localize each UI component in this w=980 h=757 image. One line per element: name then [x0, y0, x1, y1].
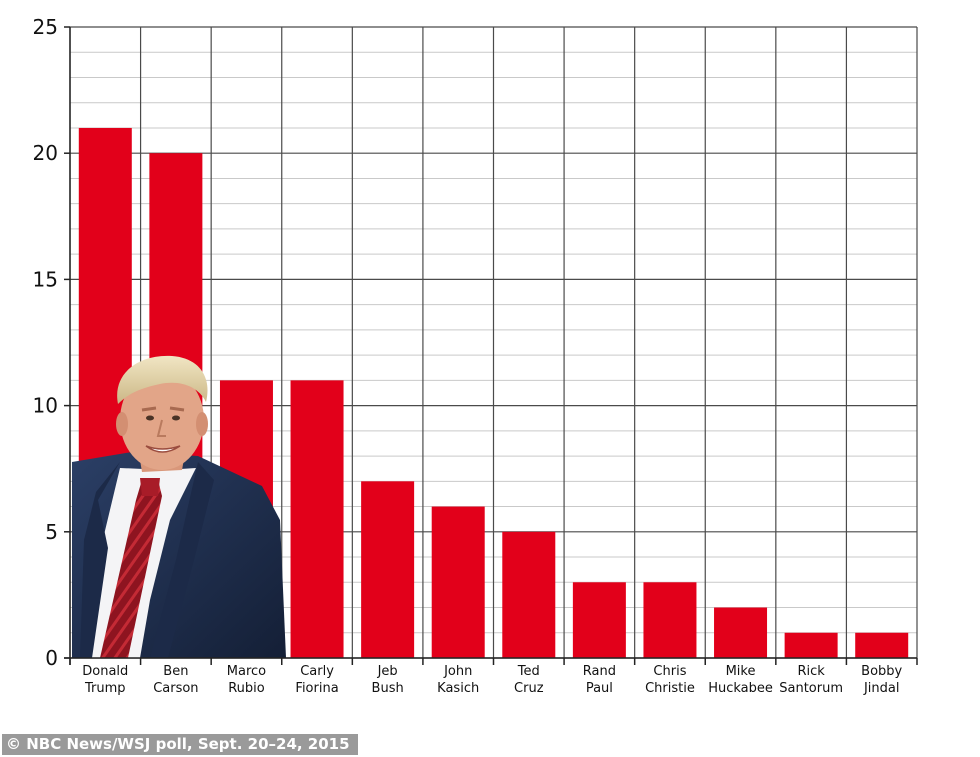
x-tick-label-line: Fiorina — [295, 681, 338, 696]
y-tick-label: 10 — [33, 394, 58, 418]
photo-lapel-left — [80, 462, 120, 658]
photo-tie — [100, 480, 162, 658]
x-tick-label-line: Chris — [653, 664, 686, 679]
x-tick-label-line: Rubio — [228, 681, 265, 696]
candidate-photo — [72, 355, 286, 658]
x-axis-tick-labels: Donald Trump Ben Carson Marco Rubio Carly Fiori… — [82, 664, 902, 696]
y-tick-label: 20 — [33, 141, 58, 165]
x-tick-label-line: Mike — [726, 664, 756, 679]
bar-john-kasich — [431, 506, 485, 658]
x-tick-label: Ben Carson — [153, 664, 198, 696]
x-tick-label-line: Carly — [300, 664, 334, 679]
x-tick-label-line: Bobby — [861, 664, 902, 679]
x-tick-label: Marco Rubio — [227, 664, 266, 696]
bar-rand-paul — [572, 582, 626, 658]
y-axis-tick-labels: 0 5 10 15 20 25 — [33, 15, 58, 670]
bar-chris-christie — [643, 582, 697, 658]
bar-rick-santorum — [784, 632, 838, 658]
x-tick-label-line: Christie — [645, 681, 695, 696]
x-tick-label-line: Ted — [517, 664, 540, 679]
x-tick-label-line: Paul — [586, 681, 613, 696]
x-tick-label: Rick Santorum — [779, 664, 843, 696]
bar-bobby-jindal — [855, 632, 909, 658]
y-tick-label: 15 — [33, 267, 58, 291]
photo-tie-knot — [140, 478, 160, 496]
bar-jeb-bush — [361, 481, 415, 658]
bar-ted-cruz — [502, 531, 556, 658]
axes — [64, 26, 918, 665]
x-tick-label: Carly Fiorina — [295, 664, 338, 696]
x-tick-label: John Kasich — [437, 664, 479, 696]
x-tick-label: Jeb Bush — [372, 664, 404, 696]
x-tick-label-line: Jindal — [863, 681, 900, 696]
bar-carly-fiorina — [290, 380, 344, 658]
x-tick-label-line: Jeb — [377, 664, 398, 679]
x-tick-label-line: Marco — [227, 664, 266, 679]
x-tick-label-line: Kasich — [437, 681, 479, 696]
photo-hair — [117, 355, 208, 404]
x-tick-label: Donald Trump — [82, 664, 128, 696]
bar-mike-huckabee — [714, 607, 768, 658]
x-tick-label: Bobby Jindal — [861, 664, 902, 696]
source-credit: © NBC News/WSJ poll, Sept. 20–24, 2015 — [2, 734, 358, 755]
x-tick-label-line: Rick — [797, 664, 825, 679]
x-tick-label: Ted Cruz — [514, 664, 544, 696]
x-tick-label-line: Trump — [84, 681, 126, 696]
x-tick-label-line: John — [443, 664, 472, 679]
y-tick-label: 25 — [33, 15, 58, 39]
x-tick-label-line: Rand — [583, 664, 616, 679]
x-tick-label: Mike Huckabee — [708, 664, 773, 696]
photo-lapel-right — [150, 462, 214, 658]
x-tick-label-line: Cruz — [514, 681, 544, 696]
x-tick-label: Rand Paul — [583, 664, 616, 696]
x-tick-label-line: Bush — [372, 681, 404, 696]
x-tick-label-line: Huckabee — [708, 681, 773, 696]
x-tick-label-line: Carson — [153, 681, 198, 696]
y-tick-label: 0 — [45, 646, 58, 670]
y-tick-label: 5 — [45, 520, 58, 544]
x-tick-label: Chris Christie — [645, 664, 695, 696]
x-tick-label-line: Santorum — [779, 681, 843, 696]
x-tick-label-line: Donald — [82, 664, 128, 679]
x-tick-label-line: Ben — [163, 664, 188, 679]
